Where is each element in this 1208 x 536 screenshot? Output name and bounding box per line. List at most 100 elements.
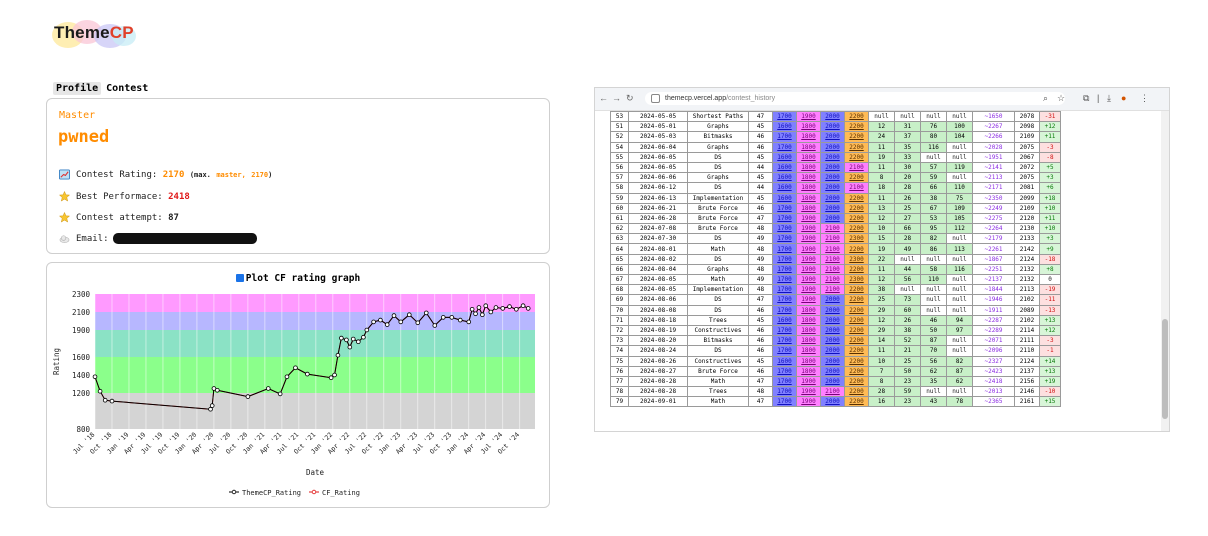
table-cell[interactable]: 1700 xyxy=(772,243,797,255)
table-cell[interactable]: 2200 xyxy=(844,335,869,347)
reload-icon[interactable]: ↻ xyxy=(626,93,634,103)
forward-icon[interactable]: → xyxy=(612,93,621,103)
table-cell[interactable]: 1900 xyxy=(796,386,821,398)
table-cell[interactable]: 2000 xyxy=(820,324,845,337)
tab-contest[interactable]: Contest xyxy=(106,83,149,94)
table-cell[interactable]: 2000 xyxy=(820,182,845,194)
table-cell[interactable]: 1800 xyxy=(796,151,821,163)
table-cell[interactable]: 2300 xyxy=(844,233,869,245)
table-cell[interactable]: 1700 xyxy=(772,324,797,337)
table-cell[interactable]: 2000 xyxy=(820,172,845,184)
table-cell[interactable]: 2000 xyxy=(820,141,845,153)
table-cell[interactable]: 1900 xyxy=(796,375,821,388)
checkbox-icon[interactable] xyxy=(235,273,244,282)
table-cell[interactable]: 1800 xyxy=(796,365,821,377)
table-cell[interactable]: 2000 xyxy=(820,161,845,174)
table-cell[interactable]: 2000 xyxy=(820,355,845,367)
table-cell[interactable]: 2100 xyxy=(820,386,845,398)
table-cell[interactable]: 1700 xyxy=(772,202,797,214)
table-cell[interactable]: 2000 xyxy=(820,375,845,388)
table-cell[interactable]: 1600 xyxy=(772,161,797,174)
table-cell[interactable]: 1700 xyxy=(772,345,797,357)
table-cell[interactable]: 2000 xyxy=(820,304,845,316)
table-cell[interactable]: 1700 xyxy=(772,396,797,408)
table-cell[interactable]: 1700 xyxy=(772,335,797,347)
table-cell[interactable]: 2000 xyxy=(820,202,845,214)
table-cell[interactable]: 1600 xyxy=(772,192,797,204)
site-info-icon[interactable] xyxy=(651,94,660,103)
table-cell[interactable]: 1900 xyxy=(796,233,821,245)
table-cell[interactable]: 1900 xyxy=(796,110,821,123)
table-cell[interactable]: 2300 xyxy=(844,273,869,286)
table-cell[interactable]: 1700 xyxy=(772,263,797,276)
table-cell[interactable]: 1700 xyxy=(772,386,797,398)
table-cell[interactable]: 2000 xyxy=(820,110,845,123)
table-cell[interactable]: 2200 xyxy=(844,324,869,337)
table-cell[interactable]: 2000 xyxy=(820,131,845,143)
table-cell[interactable]: 1900 xyxy=(796,294,821,306)
table-cell[interactable]: 1800 xyxy=(796,131,821,143)
table-cell[interactable]: 1800 xyxy=(796,304,821,316)
table-cell[interactable]: 2100 xyxy=(844,182,869,194)
table-cell[interactable]: 2200 xyxy=(844,263,869,276)
table-cell[interactable]: 2200 xyxy=(844,304,869,316)
table-cell[interactable]: 1800 xyxy=(796,121,821,133)
table-cell[interactable]: 1700 xyxy=(772,253,797,265)
table-cell[interactable]: 2100 xyxy=(820,273,845,286)
plot-toggle[interactable]: Plot CF rating graph xyxy=(47,273,549,284)
table-cell[interactable]: 2200 xyxy=(844,243,869,255)
page-scrollbar[interactable] xyxy=(1161,111,1169,431)
profile-avatar-icon[interactable]: ● xyxy=(1121,93,1127,103)
table-cell[interactable]: 1900 xyxy=(796,212,821,225)
table-cell[interactable]: 2200 xyxy=(844,121,869,133)
table-cell[interactable]: 1800 xyxy=(796,355,821,367)
table-cell[interactable]: 2200 xyxy=(844,345,869,357)
table-cell[interactable]: 1800 xyxy=(796,345,821,357)
scrollbar-thumb[interactable] xyxy=(1162,319,1168,419)
table-cell[interactable]: 2200 xyxy=(844,355,869,367)
table-cell[interactable]: 1600 xyxy=(772,172,797,184)
menu-kebab-icon[interactable]: ⋮ xyxy=(1140,93,1149,103)
table-cell[interactable]: 2200 xyxy=(844,386,869,398)
table-cell[interactable]: 2200 xyxy=(844,151,869,163)
table-cell[interactable]: 1900 xyxy=(796,223,821,235)
table-cell[interactable]: 2100 xyxy=(820,243,845,255)
table-cell[interactable]: 1900 xyxy=(796,253,821,265)
table-cell[interactable]: 1700 xyxy=(772,131,797,143)
table-cell[interactable]: 1600 xyxy=(772,314,797,326)
table-cell[interactable]: 2200 xyxy=(844,172,869,184)
table-cell[interactable]: 2000 xyxy=(820,335,845,347)
table-cell[interactable]: 2200 xyxy=(844,131,869,143)
table-cell[interactable]: 2200 xyxy=(844,365,869,377)
table-cell[interactable]: 2200 xyxy=(844,284,869,296)
table-cell[interactable]: 2200 xyxy=(844,396,869,408)
table-cell[interactable]: 2200 xyxy=(844,375,869,388)
themecp-logo[interactable]: ThemeCP xyxy=(50,20,140,54)
table-cell[interactable]: 1700 xyxy=(772,212,797,225)
table-cell[interactable]: 1700 xyxy=(772,141,797,153)
table-cell[interactable]: 2000 xyxy=(820,314,845,326)
table-cell[interactable]: 2100 xyxy=(820,263,845,276)
table-cell[interactable]: 1800 xyxy=(796,324,821,337)
table-cell[interactable]: 2200 xyxy=(844,314,869,326)
table-cell[interactable]: 2100 xyxy=(820,284,845,296)
table-cell[interactable]: 1700 xyxy=(772,273,797,286)
tab-profile[interactable]: Profile xyxy=(53,82,102,95)
table-cell[interactable]: 1700 xyxy=(772,223,797,235)
table-cell[interactable]: 1900 xyxy=(796,243,821,255)
download-icon[interactable]: ⤓ xyxy=(1107,93,1111,103)
table-cell[interactable]: 2100 xyxy=(820,223,845,235)
extensions-icon[interactable]: ⧉ xyxy=(1083,93,1090,103)
table-cell[interactable]: 2100 xyxy=(820,233,845,245)
zoom-icon[interactable]: ⌕ xyxy=(1043,93,1049,103)
table-cell[interactable]: 2200 xyxy=(844,202,869,214)
table-cell[interactable]: 1900 xyxy=(796,263,821,276)
table-cell[interactable]: 2200 xyxy=(844,141,869,153)
table-cell[interactable]: 2200 xyxy=(844,110,869,123)
table-cell[interactable]: 1600 xyxy=(772,182,797,194)
table-cell[interactable]: 1700 xyxy=(772,304,797,316)
table-cell[interactable]: 1800 xyxy=(796,182,821,194)
table-cell[interactable]: 1900 xyxy=(796,284,821,296)
table-cell[interactable]: 2000 xyxy=(820,212,845,225)
address-bar[interactable]: themecp.vercel.app/contest_history xyxy=(645,92,1065,105)
